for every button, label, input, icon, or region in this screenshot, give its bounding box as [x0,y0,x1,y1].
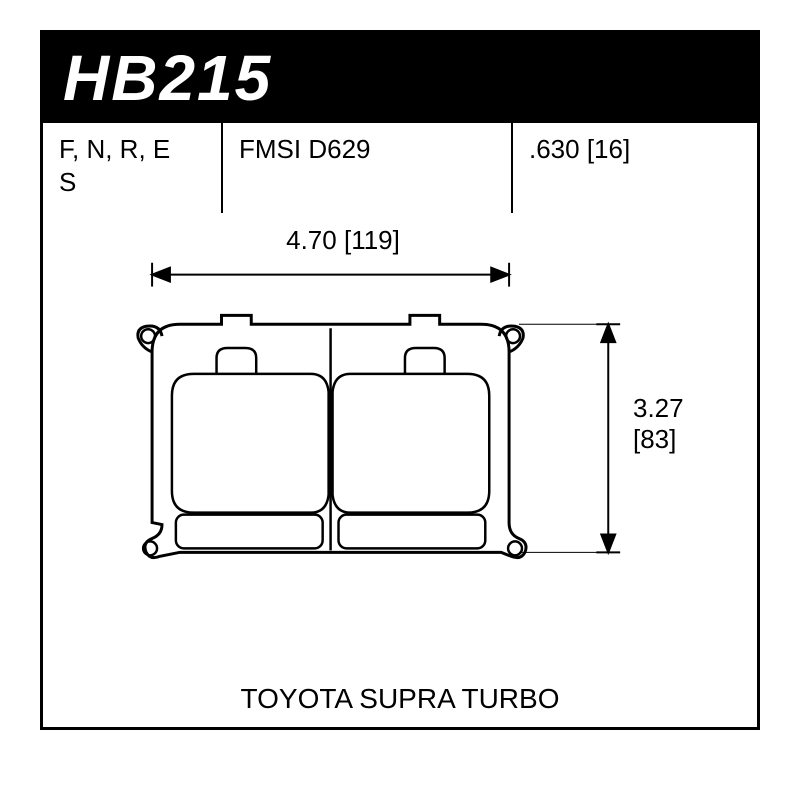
spec-fmsi: FMSI D629 [223,123,513,213]
compounds-line2: S [59,166,170,199]
part-number-title: HB215 [63,41,272,115]
spec-compounds: F, N, R, E S [43,123,223,213]
spec-card-frame: HB215 F, N, R, E S FMSI D629 .630 [16] [40,30,760,730]
title-bar: HB215 [43,33,757,123]
height-dimension-label: 3.27 [83] [633,393,713,455]
width-dimension-label: 4.70 [119] [273,225,413,256]
height-dimension-arrow [519,324,620,552]
spec-thickness: .630 [16] [513,123,757,213]
product-application-label: TOYOTA SUPRA TURBO [43,683,757,715]
spec-row: F, N, R, E S FMSI D629 .630 [16] [43,123,757,213]
width-dimension-arrow [152,263,509,287]
brake-pad-diagram [43,213,757,733]
compounds-line1: F, N, R, E [59,133,170,166]
diagram-area: 4.70 [119] 3.27 [83] TOYOTA SUPRA TURBO [43,213,757,733]
